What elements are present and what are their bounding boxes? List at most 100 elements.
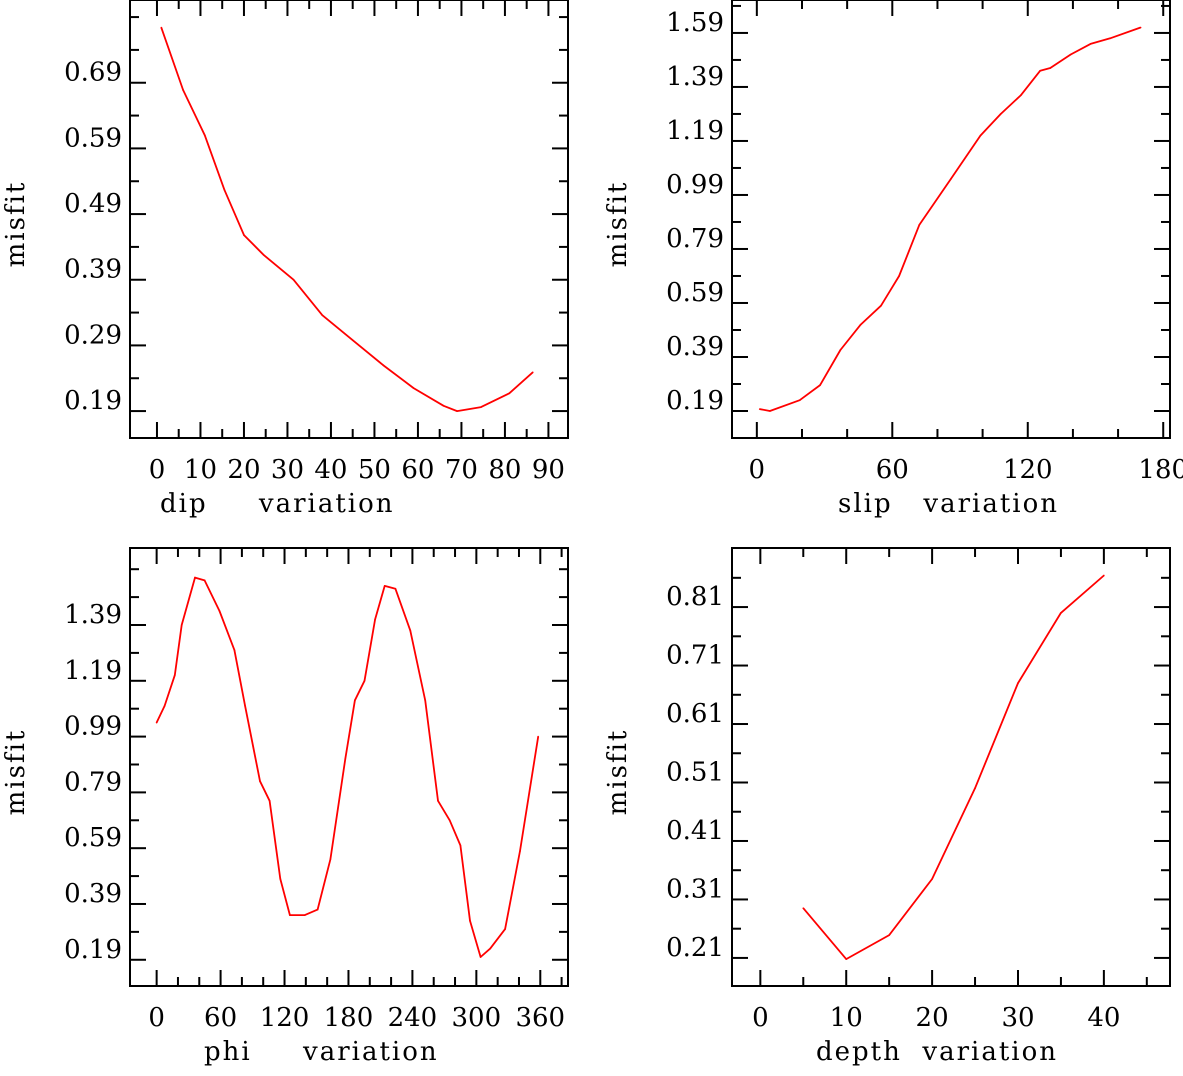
data-point	[163, 705, 166, 707]
data-point	[351, 339, 354, 341]
data-point	[203, 579, 206, 582]
data-point	[798, 399, 801, 401]
y-tick-label: 0.39	[666, 332, 724, 362]
data-point	[519, 850, 521, 852]
data-point	[180, 624, 183, 626]
y-tick-label: 0.99	[64, 712, 122, 742]
data-point	[931, 878, 933, 880]
data-point	[289, 914, 291, 916]
x-tick-label: 60	[204, 1003, 237, 1033]
series-line-slip	[759, 26, 1141, 412]
x-tick-label: 60	[401, 455, 434, 485]
data-point	[374, 618, 376, 621]
data-point	[382, 364, 384, 366]
y-tick-label: 0.31	[666, 874, 724, 904]
x-tick-label: 0	[752, 1003, 769, 1033]
x-tick-label: 60	[876, 455, 909, 485]
x-tick-label: 90	[532, 455, 565, 485]
plot-frame	[731, 547, 1171, 987]
series-line-depth	[802, 574, 1105, 960]
data-point	[1090, 42, 1092, 45]
data-point	[1109, 37, 1111, 40]
x-axis-label: phi variation	[204, 1037, 439, 1067]
y-tick-label: 1.59	[666, 8, 724, 38]
y-tick-label: 0.69	[64, 58, 122, 88]
data-point	[321, 314, 324, 317]
panel-phi: 0 60 120 180 240 300 360 0.19 0.39 0.59 0.79 0.99 1.…	[1, 547, 569, 1067]
data-point	[950, 177, 952, 180]
data-point	[303, 914, 306, 916]
data-point	[769, 410, 771, 412]
x-tick-label: 20	[916, 1003, 949, 1033]
data-point	[383, 585, 386, 587]
data-point	[268, 799, 271, 802]
panel-dip: 0 10 20 30 40 50 60 70 80 90 0.19 0.29 0.39 0.49 0.59 0…	[1, 0, 569, 519]
x-tick-label: 0	[148, 1003, 165, 1033]
y-tick-label: 0.51	[666, 757, 724, 787]
y-tick-label: 0.19	[666, 386, 724, 416]
data-point	[316, 908, 319, 911]
data-point	[292, 278, 295, 281]
data-point	[204, 134, 206, 137]
y-tick-label: 0.19	[64, 386, 122, 416]
data-point	[223, 188, 226, 191]
data-point	[363, 679, 366, 682]
data-point	[160, 26, 163, 29]
x-tick-label: 20	[227, 455, 260, 485]
data-point	[489, 947, 492, 950]
data-point	[1017, 682, 1019, 684]
x-axis-label: depth variation	[816, 1037, 1058, 1067]
y-tick-label: 0.79	[666, 224, 724, 254]
x-axis-label: dip variation	[160, 489, 395, 519]
x-tick-label: 180	[1138, 455, 1183, 485]
y-tick-label: 0.59	[666, 278, 724, 308]
data-point	[1020, 94, 1022, 96]
data-point	[845, 958, 848, 960]
data-point	[244, 705, 246, 707]
y-tick-label: 0.81	[666, 582, 724, 612]
data-point	[329, 858, 332, 861]
data-point	[802, 907, 805, 910]
y-tick-label: 0.99	[666, 170, 724, 200]
data-point	[979, 134, 982, 137]
data-point	[1139, 26, 1142, 29]
x-tick-label: 40	[1087, 1003, 1120, 1033]
data-point	[409, 629, 412, 632]
y-axis-label: misfit	[603, 729, 633, 816]
panel-slip: 0 60 120 180 0.19 0.39 0.59 0.79 0.99 1.19 1.39 1.5…	[603, 0, 1183, 519]
x-tick-label: 30	[1001, 1003, 1034, 1033]
y-axis-label: misfit	[603, 181, 633, 268]
data-point	[1060, 612, 1062, 614]
data-point	[279, 878, 282, 880]
y-tick-label: 0.21	[666, 933, 724, 963]
data-point	[173, 674, 176, 677]
y-tick-label: 0.29	[64, 320, 122, 350]
data-point	[194, 576, 196, 579]
x-tick-label: 0	[149, 455, 166, 485]
data-point	[504, 928, 506, 930]
y-axis-label: misfit	[1, 729, 31, 816]
y-tick-label: 0.49	[64, 189, 122, 219]
data-point	[999, 113, 1002, 115]
data-point	[480, 406, 482, 408]
plot-frame	[129, 0, 569, 439]
y-tick-label: 0.39	[64, 255, 122, 285]
data-point	[1049, 67, 1052, 69]
data-point	[437, 799, 439, 802]
x-tick-label: 180	[324, 1003, 374, 1033]
x-tick-label: 120	[1003, 455, 1053, 485]
data-point	[459, 844, 462, 847]
x-tick-label: 70	[445, 455, 478, 485]
data-point	[233, 649, 236, 651]
x-tick-label: 300	[452, 1003, 502, 1033]
plot-frame	[731, 0, 1171, 439]
data-point	[898, 275, 900, 277]
x-tick-label: 10	[830, 1003, 863, 1033]
y-tick-label: 0.71	[666, 641, 724, 671]
series-line-phi	[155, 576, 540, 958]
x-tick-label: 120	[260, 1003, 310, 1033]
y-axis-label: misfit	[1, 181, 31, 268]
y-tick-label: 1.19	[666, 116, 724, 146]
data-point	[442, 405, 445, 407]
